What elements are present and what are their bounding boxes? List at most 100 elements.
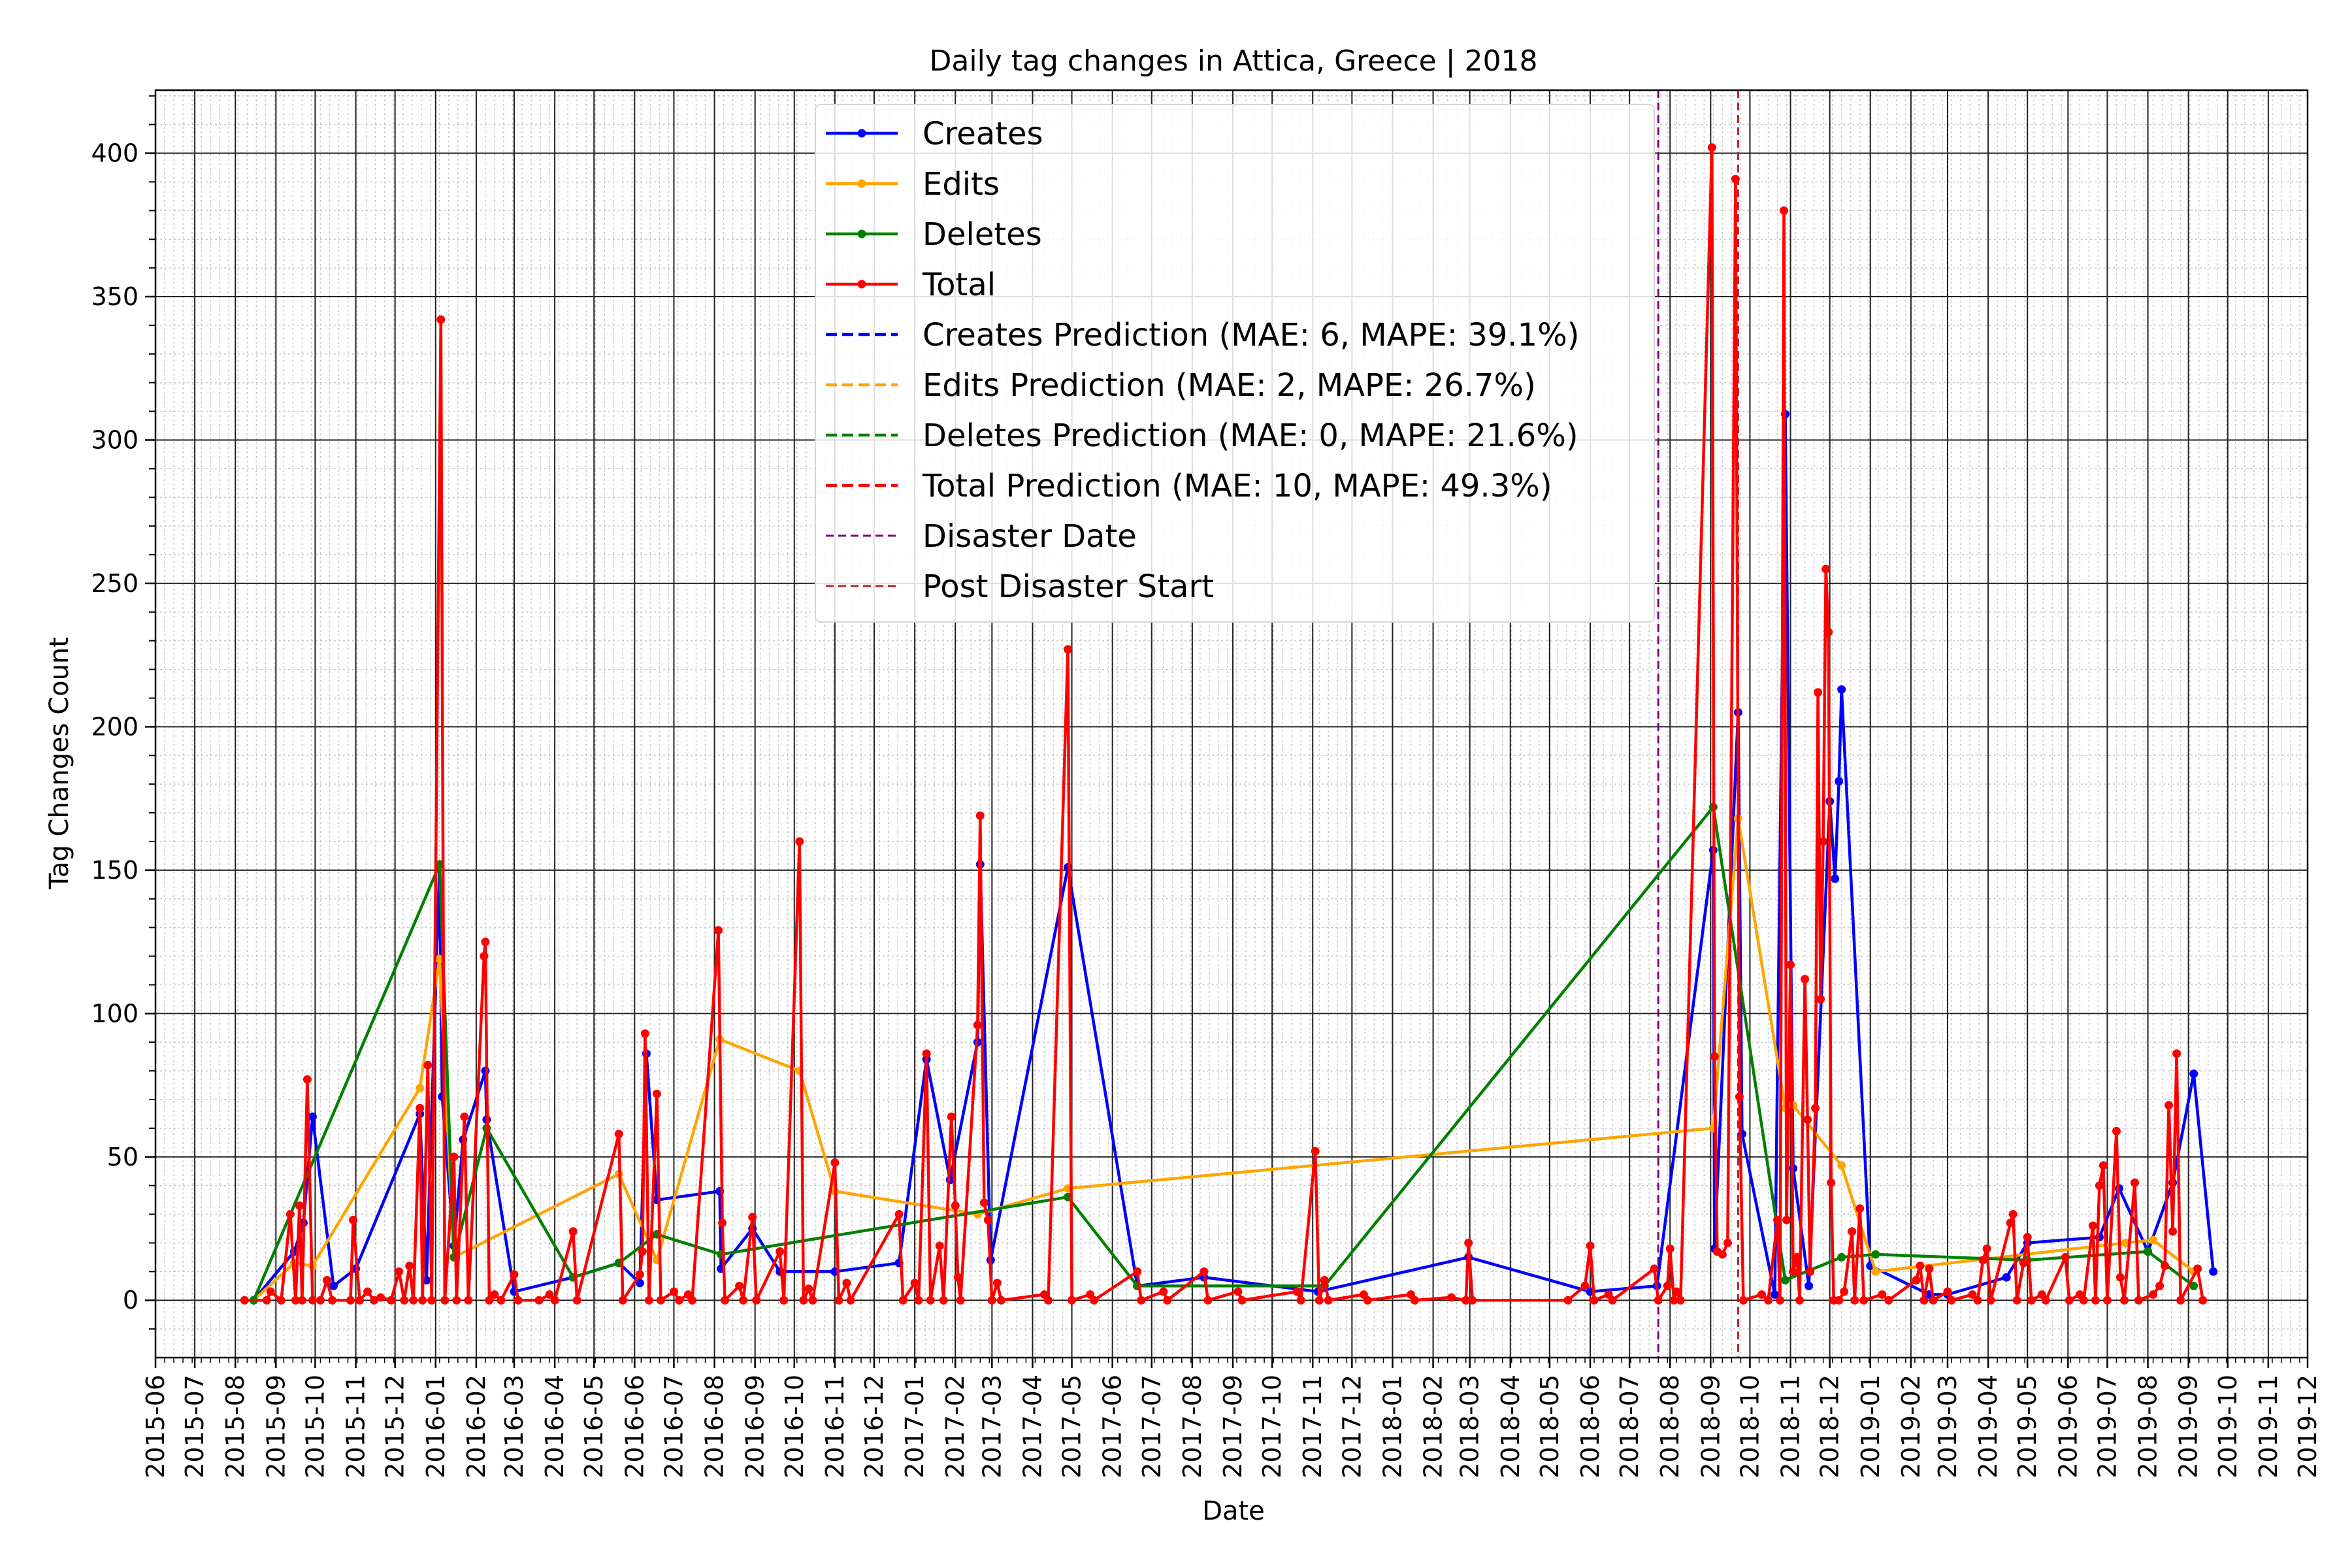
data-point: [973, 1021, 982, 1030]
data-point: [1947, 1296, 1956, 1305]
legend-marker: [857, 280, 866, 289]
legend-label: Deletes Prediction (MAE: 0, MAPE: 21.6%): [923, 417, 1578, 454]
data-point: [1929, 1296, 1938, 1305]
data-point: [996, 1296, 1005, 1305]
data-point: [1771, 1290, 1780, 1299]
data-point: [1805, 1281, 1814, 1290]
data-point: [1789, 1267, 1798, 1276]
y-tick-label: 150: [91, 856, 139, 885]
data-point: [2112, 1126, 2121, 1135]
y-tick-label: 300: [91, 425, 139, 454]
y-tick-label: 100: [91, 999, 139, 1028]
data-point: [614, 1130, 623, 1139]
data-point: [1676, 1296, 1685, 1305]
data-point: [2091, 1296, 2100, 1305]
data-point: [635, 1279, 644, 1288]
data-point: [718, 1218, 727, 1228]
data-point: [2121, 1238, 2130, 1247]
data-point: [939, 1296, 948, 1305]
x-tick-label: 2015-06: [141, 1375, 170, 1478]
data-point: [1824, 628, 1833, 637]
x-tick-label: 2019-12: [2293, 1375, 2322, 1478]
data-point: [1855, 1204, 1865, 1213]
data-point: [266, 1287, 275, 1296]
data-point: [436, 315, 446, 324]
data-point: [1916, 1262, 1925, 1271]
data-point: [898, 1296, 907, 1305]
data-point: [2119, 1296, 2129, 1305]
data-point: [2131, 1178, 2140, 1187]
x-tick-label: 2016-11: [821, 1375, 849, 1478]
x-tick-label: 2018-06: [1576, 1375, 1605, 1478]
data-point: [739, 1296, 748, 1305]
data-point: [308, 1296, 317, 1305]
data-point: [779, 1296, 789, 1305]
data-point: [1233, 1287, 1243, 1296]
data-point: [2079, 1296, 2088, 1305]
legend-label: Creates: [923, 116, 1043, 152]
y-axis-label: Tag Changes Count: [44, 637, 74, 890]
x-tick-label: 2019-02: [1897, 1375, 1925, 1478]
data-point: [1978, 1256, 1987, 1265]
data-point: [2189, 1281, 2198, 1290]
data-point: [748, 1213, 757, 1222]
x-tick-label: 2015-10: [301, 1375, 329, 1478]
data-point: [2164, 1101, 2174, 1110]
data-point: [1803, 1115, 1812, 1124]
data-point: [1835, 777, 1844, 786]
data-point: [808, 1296, 817, 1305]
data-point: [2023, 1233, 2032, 1242]
data-point: [291, 1296, 300, 1305]
x-tick-label: 2019-01: [1856, 1375, 1885, 1478]
data-point: [1563, 1296, 1573, 1305]
data-point: [1912, 1275, 1921, 1284]
data-point: [1982, 1244, 1991, 1253]
data-point: [1163, 1296, 1172, 1305]
y-tick-label: 250: [91, 569, 139, 598]
x-tick-label: 2016-05: [580, 1375, 608, 1478]
legend-label: Total: [922, 267, 996, 303]
data-point: [2061, 1252, 2070, 1262]
x-tick-label: 2019-09: [2174, 1375, 2203, 1478]
data-point: [1043, 1296, 1053, 1305]
data-point: [418, 1296, 427, 1305]
data-point: [395, 1267, 404, 1276]
data-point: [644, 1296, 653, 1305]
data-point: [2161, 1262, 2170, 1271]
x-tick-label: 2018-12: [1816, 1375, 1844, 1478]
x-tick-label: 2017-08: [1178, 1375, 1207, 1478]
data-point: [2008, 1210, 2017, 1219]
data-point: [674, 1296, 683, 1305]
data-point: [327, 1296, 336, 1305]
data-point: [329, 1281, 338, 1290]
chart-title: Daily tag changes in Attica, Greece | 20…: [930, 44, 1538, 78]
data-point: [2168, 1227, 2178, 1236]
x-tick-label: 2019-06: [2053, 1375, 2082, 1478]
x-tick-label: 2017-09: [1218, 1375, 1247, 1478]
x-tick-label: 2015-11: [342, 1375, 370, 1478]
legend-label: Disaster Date: [923, 518, 1137, 555]
data-point: [316, 1296, 325, 1305]
data-point: [951, 1201, 960, 1210]
data-point: [1835, 1296, 1844, 1305]
data-point: [1324, 1296, 1333, 1305]
data-point: [640, 1029, 649, 1038]
data-point: [983, 1215, 992, 1224]
x-tick-label: 2019-11: [2254, 1375, 2283, 1478]
data-point: [2041, 1296, 2050, 1305]
data-point: [922, 1049, 931, 1058]
data-point: [1090, 1296, 1099, 1305]
data-point: [1447, 1293, 1456, 1302]
data-point: [914, 1296, 923, 1305]
data-point: [1776, 1296, 1785, 1305]
x-tick-label: 2019-03: [1933, 1375, 1962, 1478]
data-point: [1801, 975, 1810, 984]
data-point: [423, 1060, 433, 1070]
data-point: [1159, 1287, 1168, 1296]
y-tick-label: 50: [107, 1143, 139, 1171]
x-tick-label: 2016-01: [421, 1375, 450, 1478]
data-point: [1859, 1296, 1869, 1305]
data-point: [894, 1210, 904, 1219]
data-point: [427, 1296, 436, 1305]
data-point: [1811, 1103, 1820, 1113]
